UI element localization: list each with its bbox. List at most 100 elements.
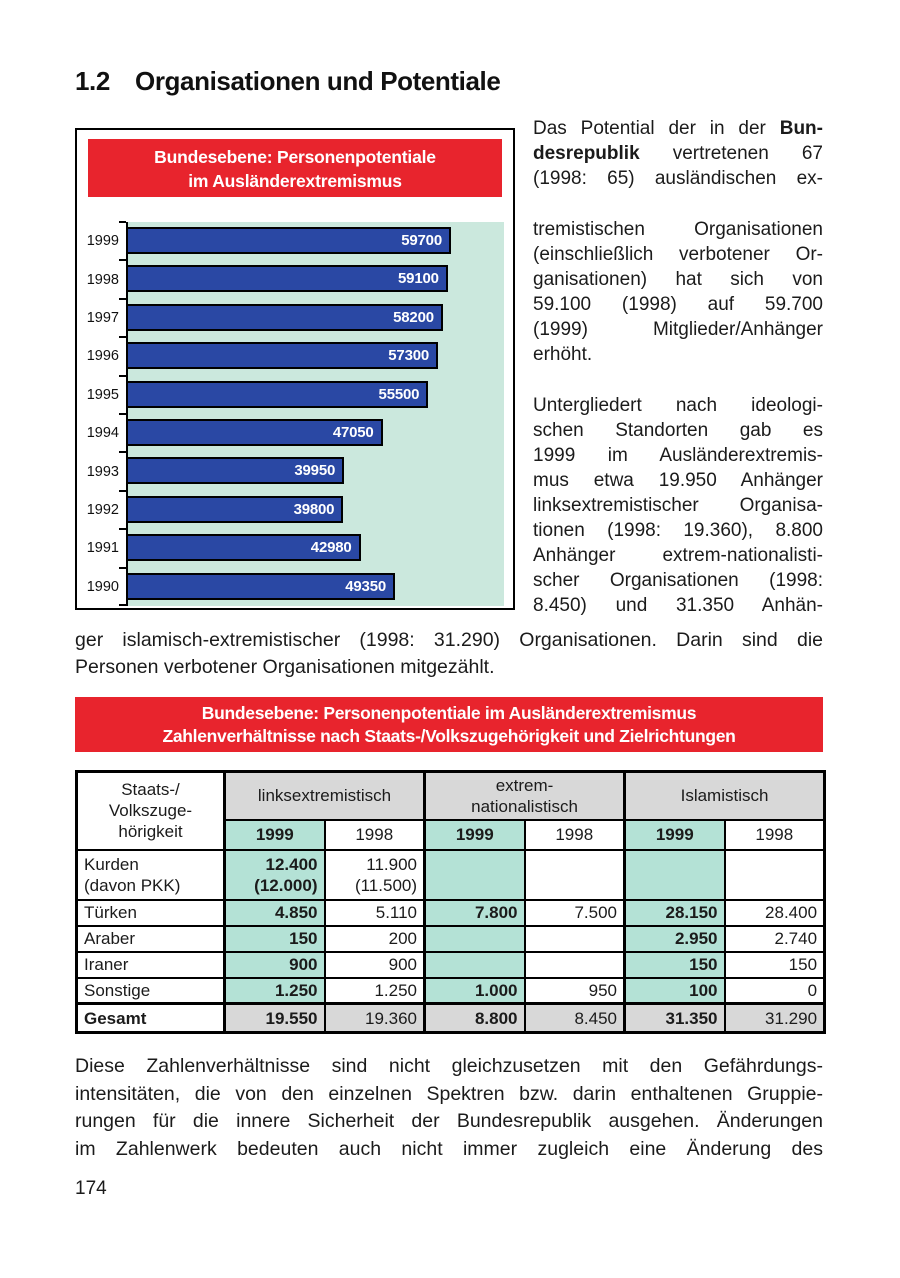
- table-cell: 5.110: [323, 898, 426, 927]
- chart-year-label: 1999: [86, 233, 119, 250]
- table-cell: 150: [223, 924, 326, 953]
- table-cell: [423, 924, 526, 953]
- text-line: Araber: [84, 929, 136, 948]
- text-line: linksextremistisch: [257, 786, 392, 806]
- text-line: extrem-: [495, 775, 554, 795]
- table-cell: 11.900 (11.500): [323, 848, 426, 901]
- chart-box: Bundesebene: Personenpotentiale im Auslä…: [75, 128, 515, 610]
- table-title-banner: Bundesebene: Personenpotentiale im Auslä…: [75, 697, 823, 752]
- text-line: 8.450) und 31.350 Anhän-: [533, 595, 823, 616]
- table-cell: 900: [223, 950, 326, 979]
- table-cell: 19.550: [223, 1002, 326, 1034]
- table-cell: 12.400 (12.000): [223, 848, 326, 901]
- table-cell: [523, 924, 626, 953]
- table-cell: [723, 848, 826, 901]
- table-year-header: 1998: [523, 818, 626, 851]
- chart-bar-row: 42980: [119, 528, 504, 567]
- chart-year-label: 1992: [86, 501, 119, 518]
- bottom-paragraph: Diese Zahlenverhältnisse sind nicht glei…: [75, 1053, 823, 1163]
- text-line: Das Potential der in der Bun-: [533, 118, 823, 139]
- table-cell: 4.850: [223, 898, 326, 927]
- text-line: 59.100 (1998) auf 59.700: [533, 294, 823, 315]
- chart-year-label: 1994: [86, 425, 119, 442]
- table-cell: 150: [723, 950, 826, 979]
- text-line: intensitäten, die von den einzelnen Spek…: [75, 1082, 823, 1105]
- text-line: (12.000): [254, 875, 318, 895]
- text-line: hörigkeit: [118, 822, 183, 842]
- table-row: Sonstige 1.250 1.250 1.000 950 100 0: [75, 976, 826, 1005]
- chart-bar: 39800: [128, 495, 344, 523]
- chart-year-label: 1997: [86, 309, 119, 326]
- table-cell: 7.500: [523, 898, 626, 927]
- table-cell: 1.000: [423, 976, 526, 1005]
- table-cell: 28.400: [723, 898, 826, 927]
- chart-year-label: 1998: [86, 271, 119, 288]
- table-cell: 19.360: [323, 1002, 426, 1034]
- text-line: desrepublik vertretenen 67: [533, 143, 823, 164]
- text-line: Personen verbotener Organisationen mitge…: [75, 656, 495, 678]
- row-label: Türken: [75, 898, 226, 927]
- paragraph-continuation: ger islamisch-extremistischer (1998: 31.…: [75, 627, 823, 681]
- chart-bar: 59700: [128, 227, 451, 254]
- row-label: Iraner: [75, 950, 226, 979]
- table-cell: 200: [323, 924, 426, 953]
- table-title-line2: Zahlenverhältnisse nach Staats-/Volkszug…: [162, 726, 736, 746]
- text-line: (1998: 65) ausländischen ex-: [533, 168, 823, 189]
- chart-bar: 55500: [128, 380, 429, 408]
- text-line: Islamistisch: [680, 786, 769, 806]
- chart-bar: 58200: [128, 303, 443, 331]
- chart-title-line1: Bundesebene: Personenpotentiale: [154, 147, 436, 167]
- row-label: Sonstige: [75, 976, 226, 1005]
- table-cell: 2.740: [723, 924, 826, 953]
- chart-bar-row: 49350: [119, 566, 504, 606]
- text-line: erhöht.: [533, 344, 593, 365]
- table-cell: [623, 848, 726, 901]
- chart-year-label: 1996: [86, 348, 119, 365]
- paragraph: tremistischen Organisationen (einschließl…: [533, 217, 823, 367]
- table-year-header: 1998: [323, 818, 426, 851]
- chart-bar: 42980: [128, 534, 361, 562]
- chart-year-axis: 1999 1998 1997 1996 1995 1994 1993 1992 1991 1990: [86, 222, 126, 606]
- table-group-header: extrem-nationalistisch: [423, 770, 626, 821]
- chart-bar: 39950: [128, 457, 345, 485]
- table-row: Araber 150 200 2.950 2.740: [75, 924, 826, 953]
- text-line: scher Organisationen (1998:: [533, 570, 823, 591]
- text-line: schen Standorten gab es: [533, 420, 823, 441]
- row-label: Kurden (davon PKK): [75, 848, 226, 901]
- chart-bar-row: 59700: [119, 220, 504, 260]
- row-label: Araber: [75, 924, 226, 953]
- table-cell: [523, 950, 626, 979]
- bold-text: desrepublik: [533, 143, 640, 164]
- chart-bar: 47050: [128, 418, 383, 446]
- table-row: Kurden (davon PKK) 12.400 (12.000) 11.900 (11…: [75, 848, 826, 901]
- table-cell: [523, 848, 626, 901]
- chart-year-label: 1991: [86, 540, 119, 557]
- chart-bar-row: 39950: [119, 451, 504, 490]
- table-cell: 1.250: [323, 976, 426, 1005]
- text-line: Anhänger extrem-nationalisti-: [533, 545, 823, 566]
- table-cell: 2.950: [623, 924, 726, 953]
- chart-bar-row: 47050: [119, 412, 504, 452]
- table-year-header: 1998: [723, 818, 826, 851]
- chart-bar-row: 57300: [119, 336, 504, 375]
- table-cell: [423, 950, 526, 979]
- text-line: Iraner: [84, 955, 129, 974]
- text-line: Staats-/: [121, 780, 180, 800]
- text-line: (einschließlich verbotener Or-: [533, 244, 823, 265]
- table-cell: 150: [623, 950, 726, 979]
- table-cell: 28.150: [623, 898, 726, 927]
- chart-bar: 59100: [128, 265, 448, 293]
- table-year-header: 1999: [623, 818, 726, 851]
- page-number: 174: [75, 1178, 107, 1199]
- table-cell: 7.800: [423, 898, 526, 927]
- table-cell: [423, 848, 526, 901]
- text-line: tionen (1998: 19.360), 8.800: [533, 520, 823, 541]
- paragraph: Das Potential der in der Bun-desrepublik…: [533, 116, 823, 191]
- bold-text: Bun-: [779, 118, 823, 139]
- table-cell: 31.290: [723, 1002, 826, 1034]
- table-row: Gesamt 19.550 19.360 8.800 8.450 31.350 31.290: [75, 1002, 826, 1034]
- text-line: im Zahlenwerk bedeuten auch nicht immer …: [75, 1137, 823, 1160]
- chart-bar-row: 59100: [119, 259, 504, 298]
- table-year-header: 1999: [223, 818, 326, 851]
